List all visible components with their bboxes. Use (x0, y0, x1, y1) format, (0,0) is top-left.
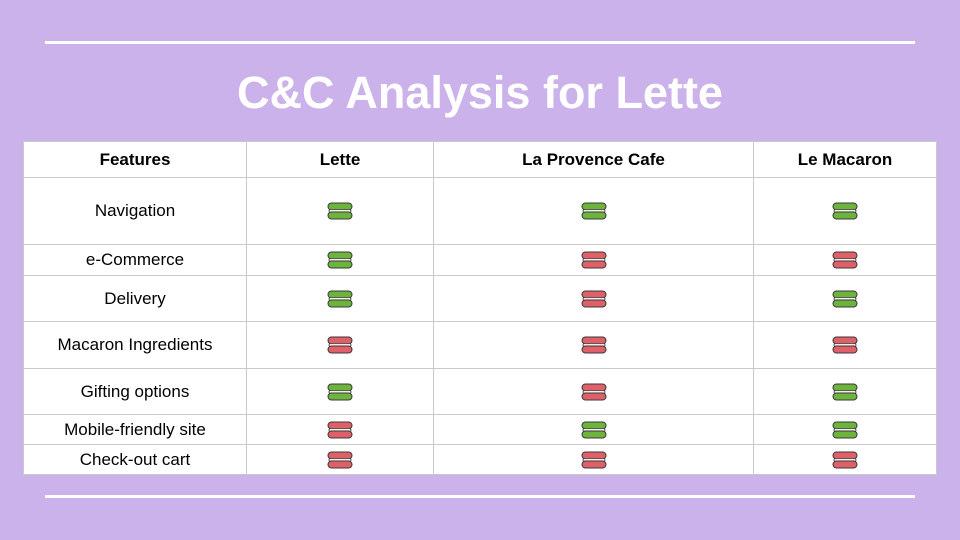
green-macaron-icon (832, 383, 858, 401)
green-macaron-icon (327, 251, 353, 269)
table-row: Mobile-friendly site (23, 414, 937, 445)
red-macaron-icon (832, 336, 858, 354)
red-macaron-icon (327, 451, 353, 469)
red-macaron-icon (581, 290, 606, 308)
status-cell (433, 244, 754, 276)
status-cell (433, 177, 754, 245)
green-macaron-icon (832, 202, 858, 220)
red-macaron-icon (832, 451, 858, 469)
red-macaron-icon (581, 251, 606, 269)
status-cell (753, 275, 937, 322)
green-macaron-icon (581, 421, 606, 439)
top-divider (45, 41, 915, 44)
header-features: Features (23, 141, 247, 178)
table-row: Check-out cart (23, 444, 937, 475)
status-cell (246, 177, 434, 245)
status-cell (753, 321, 937, 369)
green-macaron-icon (581, 202, 606, 220)
feature-cell: Navigation (23, 177, 247, 245)
table-row: Macaron Ingredients (23, 321, 937, 369)
status-cell (246, 368, 434, 415)
status-cell (246, 275, 434, 322)
status-cell (246, 444, 434, 475)
green-macaron-icon (327, 383, 353, 401)
header-row: Features Lette La Provence Cafe Le Macar… (23, 141, 937, 178)
status-cell (753, 368, 937, 415)
feature-cell: Delivery (23, 275, 247, 322)
status-cell (433, 275, 754, 322)
red-macaron-icon (327, 421, 353, 439)
status-cell (433, 321, 754, 369)
status-cell (753, 244, 937, 276)
feature-cell: Check-out cart (23, 444, 247, 475)
header-la-provence-cafe: La Provence Cafe (433, 141, 754, 178)
red-macaron-icon (832, 251, 858, 269)
table-row: Delivery (23, 275, 937, 322)
status-cell (753, 177, 937, 245)
status-cell (753, 444, 937, 475)
red-macaron-icon (581, 383, 606, 401)
comparison-table: Features Lette La Provence Cafe Le Macar… (23, 141, 937, 475)
header-le-macaron: Le Macaron (753, 141, 937, 178)
feature-cell: Gifting options (23, 368, 247, 415)
feature-cell: e-Commerce (23, 244, 247, 276)
red-macaron-icon (581, 336, 606, 354)
status-cell (433, 444, 754, 475)
status-cell (433, 368, 754, 415)
header-lette: Lette (246, 141, 434, 178)
green-macaron-icon (832, 290, 858, 308)
green-macaron-icon (327, 290, 353, 308)
red-macaron-icon (327, 336, 353, 354)
status-cell (246, 414, 434, 445)
green-macaron-icon (832, 421, 858, 439)
table-row: e-Commerce (23, 244, 937, 276)
status-cell (433, 414, 754, 445)
red-macaron-icon (581, 451, 606, 469)
bottom-divider (45, 495, 915, 498)
feature-cell: Mobile-friendly site (23, 414, 247, 445)
status-cell (246, 321, 434, 369)
slide-title: C&C Analysis for Lette (237, 67, 723, 118)
feature-cell: Macaron Ingredients (23, 321, 247, 369)
status-cell (753, 414, 937, 445)
status-cell (246, 244, 434, 276)
table-row: Gifting options (23, 368, 937, 415)
green-macaron-icon (327, 202, 353, 220)
table-row: Navigation (23, 177, 937, 245)
